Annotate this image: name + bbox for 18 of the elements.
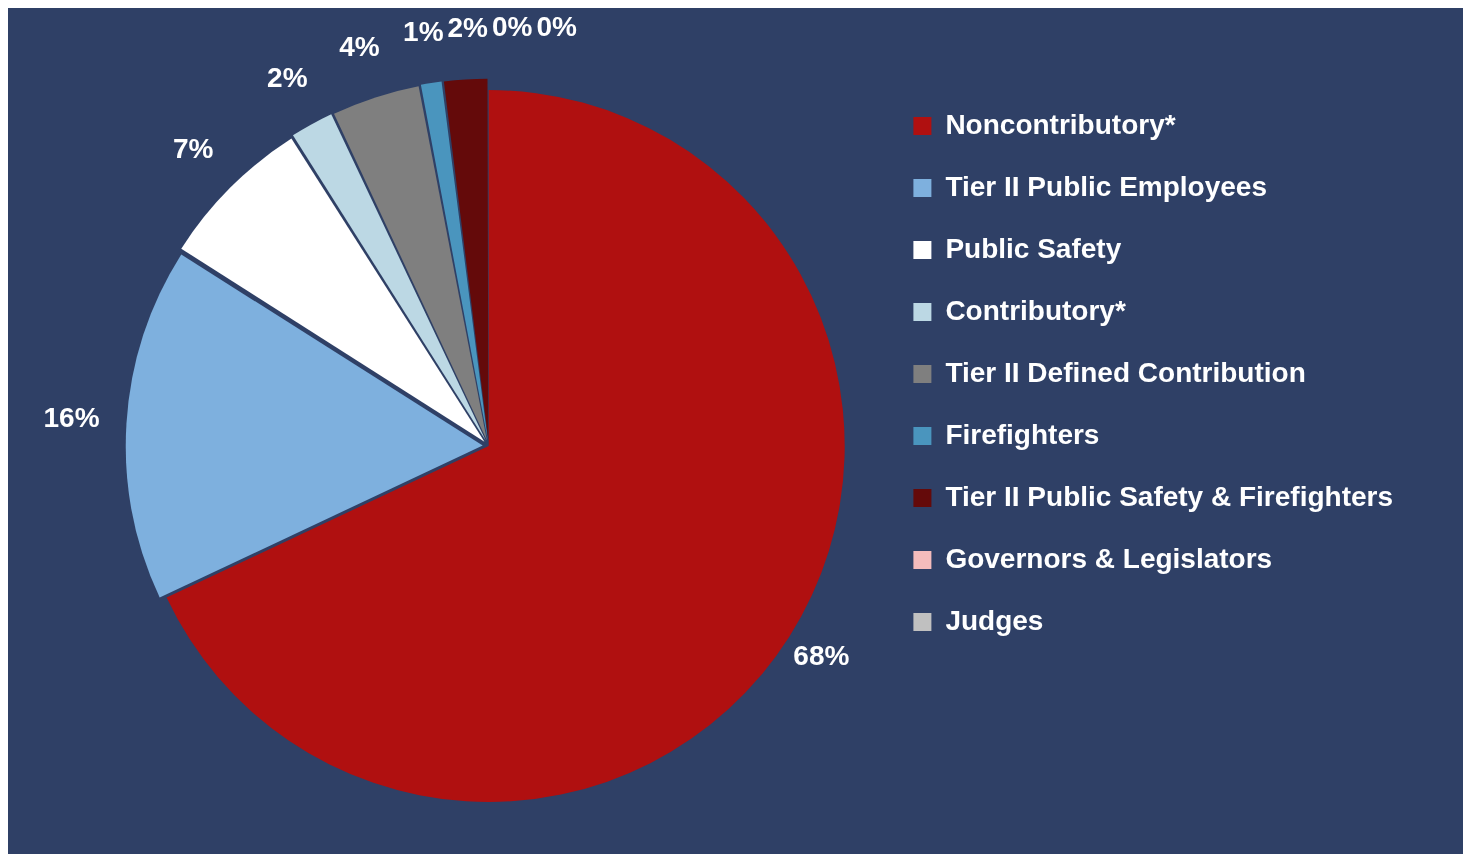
data-label: 2% — [267, 62, 308, 94]
legend-label: Tier II Public Safety & Firefighters — [945, 480, 1394, 512]
legend-label: Contributory* — [945, 294, 1126, 326]
legend-label: Noncontributory* — [945, 108, 1176, 140]
data-label: 2% — [447, 11, 489, 43]
text: 0% — [492, 10, 533, 42]
data-label: 16% — [43, 402, 100, 434]
data-label: 1% — [403, 15, 444, 47]
legend-label: Tier II Public Employees — [945, 170, 1268, 202]
legend-label: Public Safety — [945, 232, 1122, 264]
legend-label: Judges — [945, 604, 1044, 636]
text: 0% — [536, 10, 577, 42]
data-label: 4% — [339, 31, 380, 63]
data-label: 68% — [793, 639, 850, 671]
data-label: 7% — [172, 133, 214, 165]
legend-label: Governors & Legislators — [945, 542, 1273, 574]
legend-label: Tier II Defined Contribution — [945, 356, 1306, 388]
legend-label: Firefighters — [945, 418, 1100, 450]
